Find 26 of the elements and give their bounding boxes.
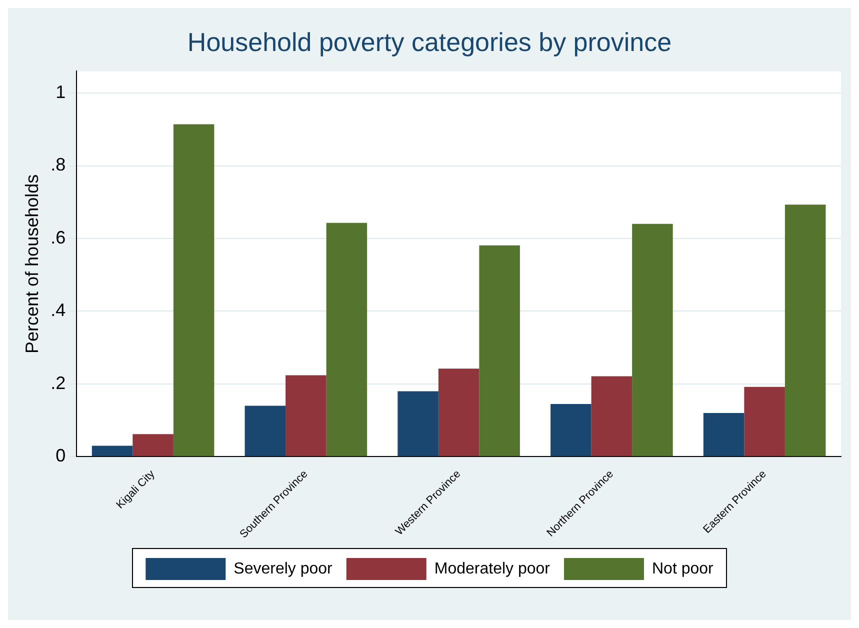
bar	[438, 368, 480, 456]
bar	[550, 404, 592, 456]
y-tick-label: 0	[56, 446, 66, 466]
bar	[703, 413, 744, 456]
bar	[744, 386, 785, 456]
bar	[398, 391, 438, 456]
legend-label: Not poor	[652, 560, 714, 578]
bar	[173, 124, 214, 456]
bar	[326, 222, 368, 456]
bar	[92, 446, 133, 456]
bar	[286, 375, 326, 456]
y-tick-label: .8	[50, 154, 66, 175]
legend-label: Moderately poor	[434, 560, 551, 578]
bar	[244, 406, 286, 456]
bar	[132, 434, 174, 456]
bar	[784, 204, 826, 456]
y-tick-label: 1	[56, 82, 66, 102]
y-axis-title: Percent of households	[22, 174, 42, 354]
chart-title: Household poverty categories by province	[187, 26, 672, 57]
y-tick-label: .2	[50, 372, 66, 393]
legend-label: Severely poor	[234, 560, 334, 578]
bar	[632, 224, 673, 456]
y-tick-label: .4	[50, 300, 66, 320]
y-tick-label: .6	[50, 227, 66, 248]
bar	[479, 245, 520, 456]
bar	[591, 376, 632, 456]
